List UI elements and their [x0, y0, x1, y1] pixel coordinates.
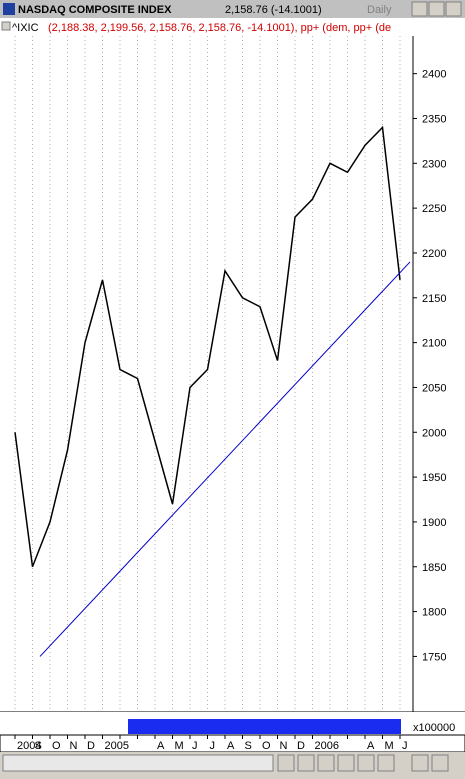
x-tick-label: A	[157, 740, 165, 752]
app-icon	[3, 3, 15, 15]
scroll-left-button[interactable]	[411, 754, 429, 772]
legend-box	[1, 21, 11, 31]
maximize-button[interactable]	[428, 1, 445, 17]
minimize-button[interactable]	[411, 1, 428, 17]
y-tick-label: 2400	[422, 69, 446, 81]
zoom-out-button[interactable]	[357, 754, 375, 772]
y-tick-label: 2350	[422, 113, 446, 125]
scroll-right-button[interactable]	[431, 754, 449, 772]
x-tick-label: J	[402, 740, 408, 752]
x-tick-label: O	[52, 740, 61, 752]
close-button[interactable]	[445, 1, 462, 17]
x-tick-label: A	[227, 740, 235, 752]
y-tick-label: 2100	[422, 338, 446, 350]
window-title: NASDAQ COMPOSITE INDEX	[18, 4, 172, 16]
scroll-track[interactable]	[2, 754, 274, 772]
y-tick-label: 1900	[422, 517, 446, 529]
x-tick-label: 2006	[315, 740, 339, 752]
x-tick-label: A	[367, 740, 375, 752]
volume-unit: x100000	[413, 722, 455, 734]
title-bar	[0, 0, 465, 18]
x-tick-label: 2005	[105, 740, 129, 752]
volume-bars	[128, 719, 401, 734]
y-tick-label: 2150	[422, 293, 446, 305]
plot-background	[0, 18, 465, 712]
x-tick-label: N	[280, 740, 288, 752]
legend-values: (2,188.38, 2,199.56, 2,158.76, 2,158.76,…	[48, 22, 391, 34]
zoom-in-button[interactable]	[377, 754, 395, 772]
x-tick-label: N	[70, 740, 78, 752]
trendline	[39, 261, 411, 657]
legend-symbol: ^IXIC	[12, 22, 39, 34]
x-tick-label: O	[262, 740, 271, 752]
y-tick-label: 1750	[422, 651, 446, 663]
x-tick-label: M	[385, 740, 394, 752]
y-tick-label: 2050	[422, 382, 446, 394]
x-tick-label: M	[175, 740, 184, 752]
x-tick-label: S	[245, 740, 252, 752]
x-tick-label: D	[87, 740, 95, 752]
tool-button[interactable]	[337, 754, 355, 772]
x-tick-label: S	[35, 740, 42, 752]
x-tick-label: J	[192, 740, 198, 752]
y-tick-label: 2300	[422, 158, 446, 170]
y-tick-label: 2200	[422, 248, 446, 260]
x-tick-label: 2004	[17, 740, 41, 752]
price-line	[14, 125, 401, 568]
y-tick-label: 2000	[422, 427, 446, 439]
scroll-button[interactable]	[277, 754, 295, 772]
window-period: Daily	[367, 4, 392, 16]
scroll-button[interactable]	[297, 754, 315, 772]
window-quote: 2,158.76 (-14.1001)	[225, 4, 322, 16]
y-tick-label: 1800	[422, 607, 446, 619]
y-tick-label: 1850	[422, 562, 446, 574]
y-tick-label: 1950	[422, 472, 446, 484]
tool-button[interactable]	[317, 754, 335, 772]
x-tick-label: D	[297, 740, 305, 752]
x-tick-label: J	[210, 740, 216, 752]
y-tick-label: 2250	[422, 203, 446, 215]
